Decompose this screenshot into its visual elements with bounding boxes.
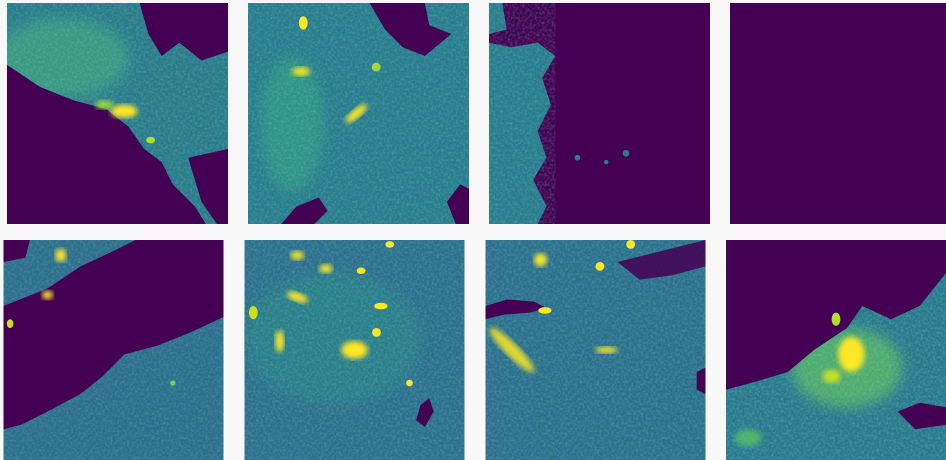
tile [0, 3, 228, 224]
hotspot [291, 251, 304, 260]
hotspot [341, 341, 367, 359]
speck [604, 160, 608, 164]
hotspot [170, 380, 175, 385]
tile [248, 3, 469, 224]
hotspot [111, 105, 138, 118]
hotspot [538, 307, 551, 314]
hotspot [319, 264, 332, 273]
hotspot [7, 319, 14, 328]
hotspot [385, 241, 394, 248]
hotspot [838, 337, 864, 372]
hotspot [372, 328, 381, 337]
hotspot [42, 291, 53, 300]
hotspot [292, 67, 310, 76]
hotspot [55, 249, 66, 262]
hotspot [146, 137, 155, 144]
tile [4, 240, 224, 460]
speck [623, 150, 630, 157]
texture [489, 3, 555, 224]
hotspot [374, 303, 387, 310]
masked-region [697, 368, 706, 394]
hotspot [372, 63, 381, 72]
hotspot [626, 240, 635, 249]
hotspot [275, 330, 284, 352]
hotspot [823, 370, 841, 383]
tile [245, 240, 465, 460]
tile [485, 240, 705, 460]
tile-base [730, 3, 946, 224]
tile-grid [0, 0, 946, 460]
hotspot [95, 100, 113, 109]
hotspot [406, 380, 413, 387]
tile [730, 3, 946, 224]
tile [726, 240, 946, 460]
tile [489, 3, 710, 224]
hotspot [596, 262, 605, 271]
hotspot [534, 253, 547, 266]
hotspot [357, 268, 366, 275]
hotspot [596, 347, 618, 354]
hotspot [299, 16, 308, 29]
hotspot [249, 306, 258, 319]
hotspot [832, 313, 841, 326]
glow [735, 429, 761, 447]
page [0, 0, 946, 460]
speck [575, 155, 581, 161]
